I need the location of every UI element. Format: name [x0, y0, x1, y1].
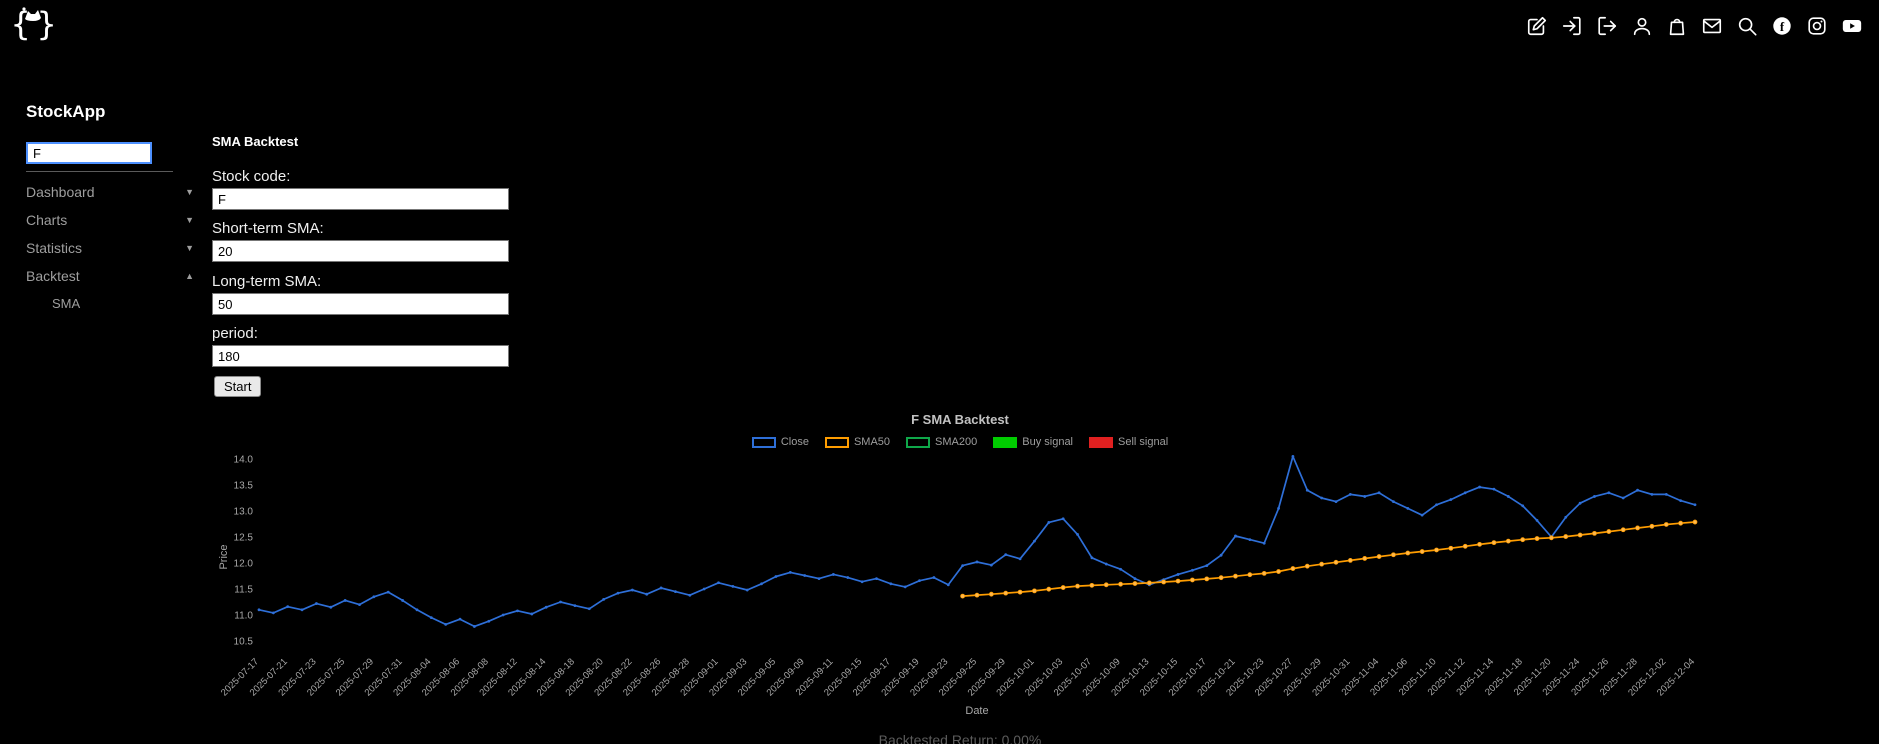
- chart-legend: Close SMA50 SMA200 Buy signal Sell signal: [215, 432, 1705, 452]
- sidebar-item-statistics[interactable]: Statistics ▼: [26, 234, 198, 262]
- sidebar-menu: Dashboard ▼ Charts ▼ Statistics ▼ Backte…: [26, 178, 198, 318]
- sidebar-divider: [26, 171, 173, 172]
- svg-text:12.0: 12.0: [234, 559, 254, 570]
- top-navbar: { } f: [0, 0, 1879, 56]
- sign-in-icon[interactable]: [1561, 15, 1583, 37]
- facebook-icon[interactable]: f: [1771, 15, 1793, 37]
- legend-label: SMA50: [853, 436, 891, 448]
- legend-swatch: [751, 436, 776, 448]
- legend-label: SMA200: [935, 436, 978, 448]
- legend-label: Buy signal: [1022, 436, 1074, 448]
- start-button[interactable]: Start: [214, 376, 262, 397]
- instagram-icon[interactable]: [1806, 15, 1828, 37]
- chevron-down-icon: ▼: [185, 187, 194, 197]
- compose-icon[interactable]: [1526, 15, 1548, 37]
- svg-text:11.5: 11.5: [234, 585, 253, 596]
- topbar-icon-row: f: [1526, 15, 1863, 37]
- mail-icon[interactable]: [1701, 15, 1723, 37]
- svg-text:f: f: [1780, 20, 1785, 34]
- svg-text:10.5: 10.5: [234, 637, 254, 648]
- app-title: StockApp: [26, 102, 106, 121]
- chevron-up-icon: ▲: [185, 271, 194, 281]
- svg-text:Date: Date: [965, 705, 988, 717]
- svg-text:13.0: 13.0: [234, 507, 254, 518]
- shopping-bag-icon[interactable]: [1666, 15, 1688, 37]
- short-sma-input[interactable]: [212, 240, 509, 262]
- backtest-chart-svg: 10.511.011.512.012.513.013.514.0Price202…: [218, 455, 1698, 717]
- legend-swatch: [1089, 436, 1114, 448]
- legend-item: SMA50: [824, 436, 891, 448]
- legend-item: Sell signal: [1089, 436, 1168, 448]
- short-sma-label: Short-term SMA:: [212, 220, 324, 237]
- svg-text:{: {: [11, 5, 30, 43]
- chevron-down-icon: ▼: [185, 243, 194, 253]
- period-input[interactable]: [212, 345, 509, 367]
- chart-title: F SMA Backtest: [911, 412, 1009, 427]
- legend-swatch: [906, 436, 931, 448]
- svg-text:11.0: 11.0: [234, 611, 253, 622]
- sidebar-item-charts[interactable]: Charts ▼: [26, 206, 198, 234]
- stock-code-label: Stock code:: [212, 168, 291, 185]
- backtest-chart-section: F SMA Backtest Close SMA50 SMA200 Buy signa…: [215, 412, 1705, 744]
- long-sma-label: Long-term SMA:: [212, 273, 322, 290]
- app-logo[interactable]: { }: [10, 3, 54, 47]
- youtube-icon[interactable]: [1841, 15, 1863, 37]
- svg-text:14.0: 14.0: [234, 455, 254, 466]
- sign-out-icon[interactable]: [1596, 15, 1618, 37]
- search-icon[interactable]: [1736, 15, 1758, 37]
- long-sma-input[interactable]: [212, 293, 509, 315]
- stock-code-input[interactable]: [212, 188, 509, 210]
- form-title: SMA Backtest: [212, 134, 299, 149]
- legend-item: SMA200: [906, 436, 977, 448]
- sidebar-search-input[interactable]: [26, 142, 152, 164]
- legend-swatch: [993, 436, 1018, 448]
- chevron-down-icon: ▼: [185, 215, 194, 225]
- period-label: period:: [212, 325, 258, 342]
- legend-item: Close: [751, 436, 809, 448]
- sidebar-item-backtest[interactable]: Backtest ▲: [26, 262, 198, 290]
- legend-label: Close: [780, 436, 809, 448]
- sidebar-item-dashboard[interactable]: Dashboard ▼: [26, 178, 198, 206]
- svg-text:13.5: 13.5: [234, 481, 254, 492]
- sidebar-item-sma[interactable]: SMA: [52, 296, 81, 311]
- user-icon[interactable]: [1631, 15, 1653, 37]
- svg-text:12.5: 12.5: [234, 533, 254, 544]
- svg-text:Price: Price: [218, 544, 230, 569]
- svg-text:}: }: [37, 5, 54, 43]
- legend-label: Sell signal: [1118, 436, 1169, 448]
- legend-item: Buy signal: [993, 436, 1073, 448]
- backtested-return-text: Backtested Return: 0.00%: [878, 732, 1042, 744]
- legend-swatch: [824, 436, 849, 448]
